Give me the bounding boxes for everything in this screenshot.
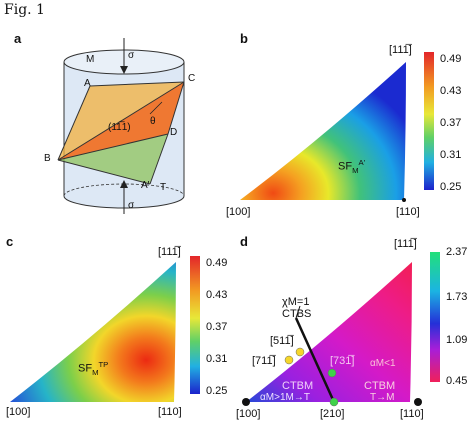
label-711: [711̅] xyxy=(252,355,276,367)
panel-d-cb-tick-0: 2.37 xyxy=(446,246,468,258)
alpha-m-bottom-label: αM>1M→T xyxy=(260,392,310,403)
panel-b-corner-top: [111̅] xyxy=(389,44,412,56)
point-M-label: M xyxy=(86,54,95,65)
panel-b-corner-bl: [100] xyxy=(226,206,251,218)
point-C-label: C xyxy=(188,73,196,84)
point-T-label: T xyxy=(160,182,167,193)
panel-a-label: a xyxy=(14,31,22,46)
panel-c-label: c xyxy=(6,234,14,249)
panel-b-cb-tick-0: 0.49 xyxy=(440,53,462,65)
panel-d-corner-br: [110] xyxy=(400,408,424,420)
panel-d-label: d xyxy=(240,234,248,249)
panel-c-cb-tick-2: 0.37 xyxy=(206,321,228,333)
point-A-label: A xyxy=(84,78,91,89)
panel-b-corner-br: [110] xyxy=(396,206,420,218)
panel-d-cb-tick-1: 1.73 xyxy=(446,291,468,303)
chi-m-label: χM=1 xyxy=(282,296,310,308)
ctbm-right-label: CTBM xyxy=(364,380,396,392)
panel-d-cb-tick-2: 1.09 xyxy=(446,334,468,346)
panel-b-cb-tick-3: 0.31 xyxy=(440,149,462,161)
panel-c-cb-tick-4: 0.25 xyxy=(206,385,228,397)
panel-d-corner-bm: [210] xyxy=(320,408,345,420)
panel-c-cb-tick-0: 0.49 xyxy=(206,257,228,269)
panel-b-sf-label: SFMA' xyxy=(338,158,366,175)
plane-label: (11̅1) xyxy=(108,122,131,133)
ctbs-label: CTBS xyxy=(282,308,312,320)
t-to-m-label: T→M xyxy=(370,392,395,403)
label-731: [731̅] xyxy=(330,355,355,367)
panel-c-corner-br: [110] xyxy=(158,406,182,418)
panel-b-label: b xyxy=(240,31,248,46)
point-A-prime-label: A' xyxy=(141,180,150,191)
theta-label: θ xyxy=(150,116,156,127)
figure-title: Fig. 1 xyxy=(4,2,45,18)
panel-d-corner-bl: [100] xyxy=(236,408,261,420)
panel-c-sf-label: SFMTP xyxy=(78,360,109,377)
sigma-bottom-label: σ xyxy=(128,200,135,211)
point-D-label: D xyxy=(170,127,178,138)
panel-d-cb-tick-3: 0.45 xyxy=(446,375,468,387)
panel-b-cb-tick-2: 0.37 xyxy=(440,117,462,129)
sigma-top-label: σ xyxy=(128,50,135,61)
panel-c-corner-top: [111̅] xyxy=(158,246,181,258)
panel-c-cb-tick-1: 0.43 xyxy=(206,289,228,301)
panel-b-cb-tick-4: 0.25 xyxy=(440,181,462,193)
label-511: [511̅] xyxy=(270,335,294,347)
panel-d-corner-top: [111̅] xyxy=(394,238,417,250)
panel-c-corner-bl: [100] xyxy=(6,406,31,418)
alpha-m-label: αM<1 xyxy=(370,358,396,369)
ctbm-left-label: CTBM xyxy=(282,380,314,392)
panel-c-cb-tick-3: 0.31 xyxy=(206,353,228,365)
point-B-label: B xyxy=(44,153,51,164)
panel-b-cb-tick-1: 0.43 xyxy=(440,85,462,97)
